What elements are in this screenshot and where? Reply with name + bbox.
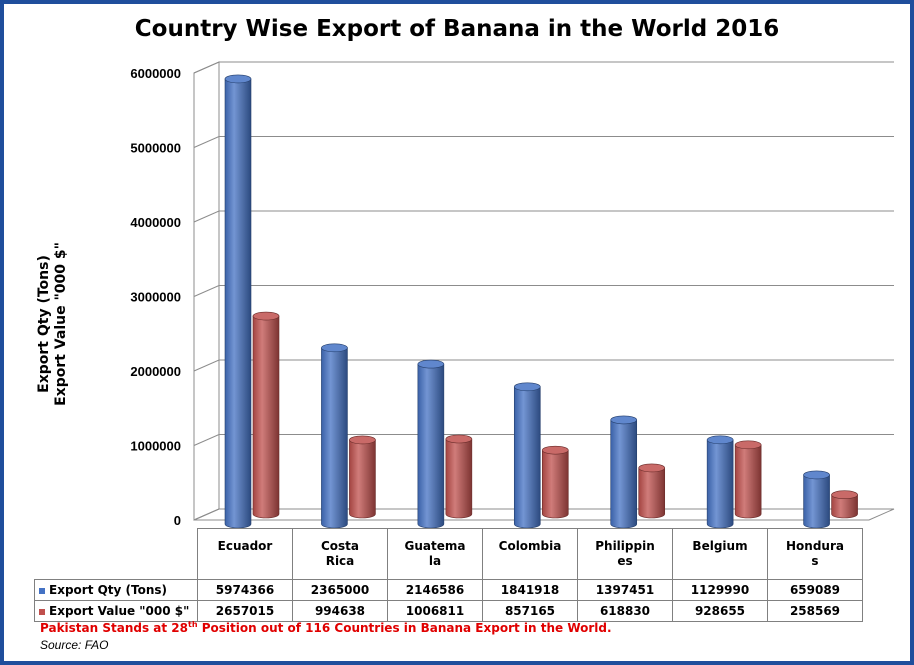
bar-qty [610,419,638,529]
footnote-text-rest: Position out of 116 Countries in Banana … [197,621,612,635]
chart-plot: 0 1000000 2000000 3000000 4000000 5000000 6000… [130,61,895,529]
category-label: Guatema la [387,528,483,580]
gridline [193,136,894,148]
bar-top-qty [513,382,541,392]
data-value: 2146586 [387,579,483,601]
category-label: Philippin es [577,528,673,580]
bar-value [349,439,376,519]
category-label: Costa Rica [292,528,388,580]
data-value: 5974366 [197,579,293,601]
bar-top-qty [224,74,252,84]
bar-qty [417,363,445,529]
y-tick-label: 3000000 [130,290,181,305]
bar-value [252,315,280,519]
data-table: Ecuador Costa Rica Guatema la Colombia Philipp… [34,528,863,622]
bar-top-value [541,445,569,455]
source-note: Source: FAO [40,638,109,652]
bar-top-qty [610,415,638,425]
category-label: Hondura s [767,528,863,580]
bar-top-qty [417,359,445,369]
data-value: 659089 [767,579,863,601]
table-corner [34,528,198,580]
bar-top-value [349,435,376,445]
gridline [193,508,894,521]
series-header-qty: Export Qty (Tons) [34,579,198,601]
series-row-value: Export Value "000 $" 2657015 994638 100681… [34,600,863,622]
series-name-value: Export Value "000 $" [49,604,190,618]
bar-qty [706,439,734,529]
bar-value [831,494,858,519]
gridline [193,61,894,74]
bar-top-value [734,440,762,450]
series-header-value: Export Value "000 $" [34,600,198,622]
data-value: 1841918 [482,579,578,601]
data-value: 2657015 [197,600,293,622]
data-value: 928655 [672,600,768,622]
y-tick-label: 5000000 [130,141,181,156]
bar-value [541,449,569,519]
gridline [193,434,894,446]
series-row-qty: Export Qty (Tons) 5974366 2365000 2146586 1… [34,579,863,601]
bar-value [445,438,473,519]
category-label: Colombia [482,528,578,580]
data-value: 258569 [767,600,863,622]
category-label: Ecuador [197,528,293,580]
y-tick-label: 4000000 [130,215,181,230]
chart-title: Country Wise Export of Banana in the Wor… [134,16,780,42]
bar-qty [513,386,541,529]
data-value: 857165 [482,600,578,622]
bar-top-value [252,311,280,321]
y-tick-label: 2000000 [130,364,181,379]
bar-qty [224,78,252,529]
bar-top-value [831,490,858,500]
bar-qty [803,474,830,529]
bar-top-qty [803,470,830,480]
series-name-qty: Export Qty (Tons) [49,583,168,597]
data-value: 618830 [577,600,673,622]
y-tick-label: 0 [174,513,181,528]
bar-qty [321,347,348,529]
y-tick-label: 1000000 [130,439,181,454]
gridline [193,285,894,297]
footnote-superscript: th [188,620,198,629]
footnote-text: Pakistan Stands at 28 [40,621,189,635]
category-row: Ecuador Costa Rica Guatema la Colombia Philipp… [34,528,863,580]
footnote: Pakistan Stands at 28th Position out of … [40,620,612,635]
data-value: 1006811 [387,600,483,622]
data-value: 2365000 [292,579,388,601]
gridline [193,210,894,223]
gridline [193,359,894,372]
y-tick-label: 6000000 [130,66,181,81]
bar-value [734,444,762,519]
bar-value [638,467,666,519]
legend-swatch-value [39,608,45,615]
legend-swatch-qty [39,587,45,594]
data-value: 1129990 [672,579,768,601]
bar-top-value [445,434,473,444]
bar-top-value [638,463,666,473]
category-label: Belgium [672,528,768,580]
data-value: 994638 [292,600,388,622]
bar-top-qty [321,343,348,353]
bar-top-qty [706,435,734,445]
data-value: 1397451 [577,579,673,601]
